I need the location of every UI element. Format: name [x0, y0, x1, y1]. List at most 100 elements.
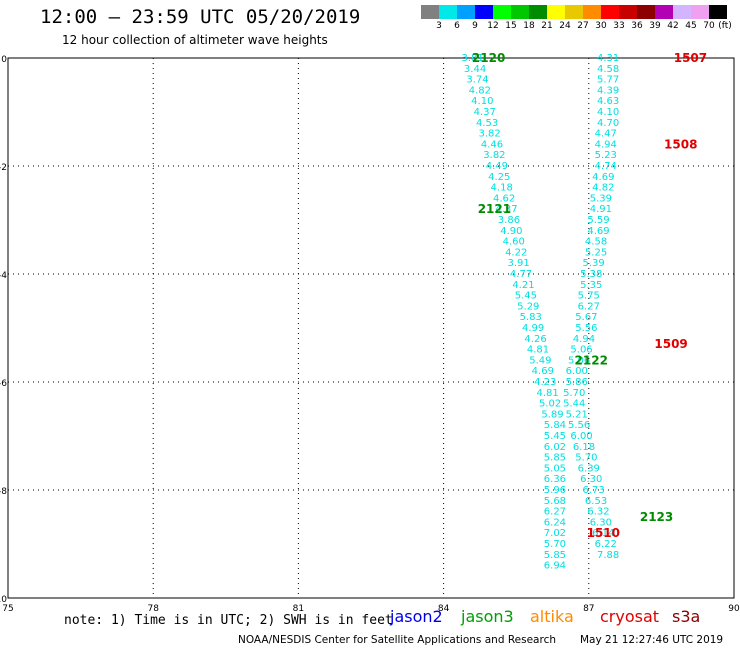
wave-height-value: 4.53 — [476, 118, 498, 129]
wave-height-value: 5.02 — [539, 399, 561, 410]
wave-height-value: 4.91 — [590, 204, 612, 215]
pass-number-label: 2122 — [575, 353, 608, 367]
wave-height-value: 4.10 — [597, 107, 619, 118]
wave-height-value: 3.82 — [483, 150, 505, 161]
wave-height-value: 5.44 — [563, 399, 585, 410]
wave-height-value: 4.22 — [505, 247, 527, 258]
x-tick-label: 90 — [728, 604, 740, 614]
wave-height-value: 3.91 — [507, 258, 529, 269]
wave-height-value: 3.86 — [498, 215, 520, 226]
wave-height-value: 5.77 — [597, 75, 619, 86]
wave-height-value: 4.23 — [534, 377, 556, 388]
wave-height-value: 4.62 — [493, 193, 515, 204]
x-tick-label: 81 — [293, 604, 304, 614]
x-tick-label: 75 — [2, 604, 13, 614]
wave-height-value: 4.70 — [597, 118, 619, 129]
legend-swatch — [709, 5, 727, 19]
wave-height-value: 5.67 — [575, 312, 597, 323]
wave-height-value: 5.96 — [544, 485, 566, 496]
legend-swatch — [547, 5, 565, 19]
wave-height-value: 5.56 — [575, 323, 597, 334]
wave-height-value: 5.39 — [590, 193, 612, 204]
legend-swatch — [475, 5, 493, 19]
wave-height-value: 6.32 — [587, 507, 609, 518]
legend-swatch — [511, 5, 529, 19]
pass-number-label: 1509 — [654, 337, 687, 351]
wave-height-value: 4.82 — [469, 85, 491, 96]
pass-number-label: 2123 — [640, 510, 673, 524]
pass-number-label: 1507 — [674, 51, 707, 65]
wave-height-value: 4.10 — [471, 96, 493, 107]
wave-height-value: 5.05 — [544, 463, 566, 474]
legend-swatch — [691, 5, 709, 19]
wave-height-value: 6.30 — [580, 474, 602, 485]
generated-timestamp: May 21 12:27:46 UTC 2019 — [580, 634, 724, 646]
y-tick-label: -8 — [0, 487, 7, 497]
wave-height-value: 5.49 — [529, 355, 551, 366]
wave-height-value: 5.83 — [520, 312, 542, 323]
wave-height-value: 4.99 — [522, 323, 544, 334]
wave-height-value: 6.24 — [544, 517, 566, 528]
legend-swatch — [421, 5, 439, 19]
wave-height-value: 4.26 — [524, 334, 546, 345]
legend-label: 42 — [667, 21, 679, 31]
wave-height-value: 4.21 — [512, 280, 534, 291]
wave-height-value: 6.36 — [544, 474, 566, 485]
legend-label: 70 — [703, 21, 715, 31]
legend-swatch — [619, 5, 637, 19]
y-tick-label: -4 — [0, 271, 7, 281]
wave-height-value: 6.22 — [595, 539, 617, 550]
wave-height-value: 5.38 — [580, 269, 602, 280]
units-note: note: 1) Time is in UTC; 2) SWH is in fe… — [64, 613, 393, 628]
x-tick-label: 87 — [583, 604, 594, 614]
legend-unit: (ft) — [718, 21, 732, 31]
wave-height-value: 6.00 — [566, 366, 588, 377]
legend-label: 30 — [595, 21, 607, 31]
wave-height-value: 5.85 — [544, 453, 566, 464]
wave-height-value: 5.75 — [578, 291, 600, 302]
wave-height-value: 4.69 — [587, 226, 609, 237]
legend-label: 27 — [577, 21, 589, 31]
wave-height-value: 5.89 — [541, 409, 563, 420]
wave-height-value: 5.70 — [575, 453, 597, 464]
satellite-jason3: jason3 — [461, 607, 514, 626]
wave-height-value: 4.74 — [595, 161, 617, 172]
legend-swatch — [457, 5, 475, 19]
x-tick-label: 78 — [147, 604, 159, 614]
legend-swatch — [439, 5, 457, 19]
legend-label: 33 — [613, 21, 625, 31]
y-tick-label: -2 — [0, 163, 7, 173]
wave-height-value: 6.73 — [583, 485, 605, 496]
wave-height-value: 5.70 — [563, 388, 585, 399]
wave-height-value: 6.94 — [544, 561, 566, 572]
legend-swatch — [637, 5, 655, 19]
satellite-altika: altika — [530, 607, 574, 626]
wave-height-value: 4.69 — [592, 172, 614, 183]
wave-height-value: 5.70 — [544, 539, 566, 550]
wave-height-value: 4.31 — [597, 53, 619, 64]
wave-height-value: 6.27 — [578, 301, 600, 312]
y-tick-label: -6 — [0, 379, 7, 389]
legend-label: 6 — [454, 21, 460, 31]
wave-height-value: 6.30 — [590, 517, 612, 528]
wave-height-value: 6.02 — [544, 442, 566, 453]
wave-height-value: 5.85 — [544, 550, 566, 561]
y-tick-label: 0 — [1, 55, 7, 65]
wave-height-value: 4.58 — [585, 237, 607, 248]
legend-label: 15 — [505, 21, 517, 31]
wave-height-value: 5.59 — [587, 215, 609, 226]
chart-title: 12:00 — 23:59 UTC 05/20/2019 — [40, 6, 361, 28]
chart-subtitle: 12 hour collection of altimeter wave hei… — [62, 33, 328, 47]
wave-height-value: 5.56 — [568, 420, 590, 431]
wave-height-value: 3.81 — [462, 53, 484, 64]
wave-height-value: 5.45 — [544, 431, 566, 442]
wave-height-value: 6.27 — [544, 507, 566, 518]
wave-height-value: 7.02 — [544, 528, 566, 539]
legend-label: 36 — [631, 21, 643, 31]
wave-height-value: 4.90 — [500, 226, 522, 237]
wave-height-value: 4.81 — [527, 345, 549, 356]
legend-swatch — [601, 5, 619, 19]
legend-label: 39 — [649, 21, 661, 31]
legend-label: 3 — [436, 21, 442, 31]
wave-height-value: 6.14 — [592, 528, 614, 539]
